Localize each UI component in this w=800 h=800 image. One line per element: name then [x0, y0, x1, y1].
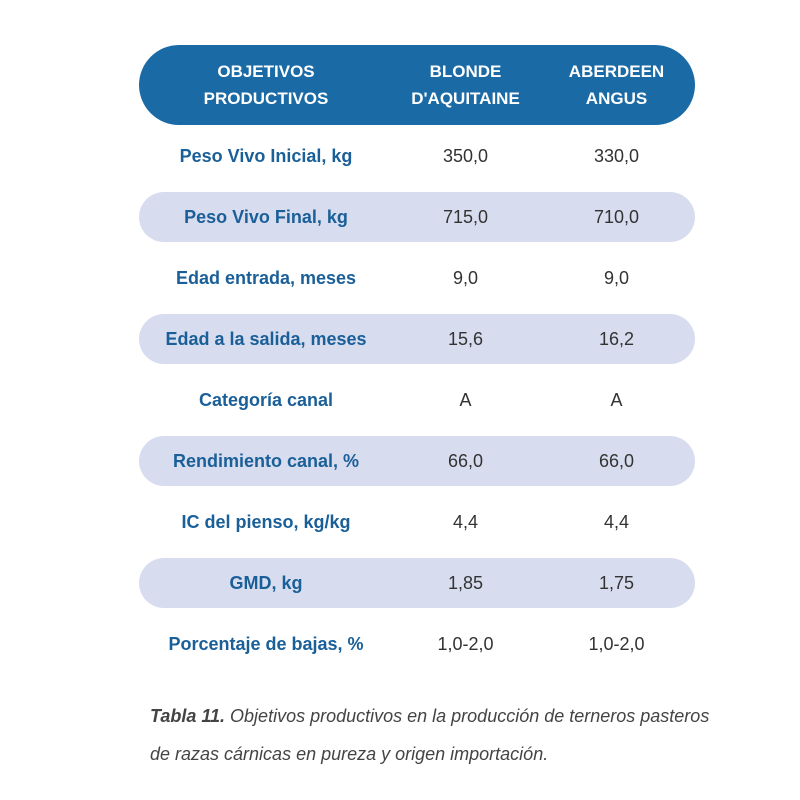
table-row: Edad entrada, meses 9,0 9,0	[139, 253, 695, 303]
row-label: Edad a la salida, meses	[165, 328, 367, 349]
row-value-blonde: 350,0	[442, 145, 489, 166]
row-value-blonde: 715,0	[442, 206, 489, 227]
row-value-blonde: 1,85	[447, 572, 484, 593]
row-value-blonde: 9,0	[452, 267, 479, 288]
table-row: Porcentaje de bajas, % 1,0-2,0 1,0-2,0	[139, 619, 695, 669]
row-value-angus: 710,0	[593, 206, 640, 227]
caption-label: Tabla 11.	[150, 706, 226, 726]
row-label: IC del pienso, kg/kg	[181, 511, 351, 532]
table-row: Peso Vivo Inicial, kg 350,0 330,0	[139, 131, 695, 181]
header-blonde-line2: D'AQUITAINE	[411, 89, 520, 108]
row-label: Peso Vivo Final, kg	[184, 206, 348, 227]
table-header: OBJETIVOS PRODUCTIVOS BLONDE D'AQUITAINE…	[139, 45, 695, 125]
row-label: Edad entrada, meses	[175, 267, 357, 288]
table-row: Peso Vivo Final, kg 715,0 710,0	[139, 192, 695, 242]
header-angus-line1: ABERDEEN	[568, 62, 665, 81]
row-value-angus: 66,0	[598, 450, 635, 471]
table-caption: Tabla 11. Objetivos productivos en la pr…	[150, 697, 710, 773]
row-label: Porcentaje de bajas, %	[168, 633, 364, 654]
row-value-blonde: 66,0	[447, 450, 484, 471]
header-blonde: BLONDE D'AQUITAINE	[393, 58, 538, 112]
row-value-angus: 1,75	[598, 572, 635, 593]
row-value-angus: A	[610, 389, 623, 410]
caption-text: Objetivos productivos en la producción d…	[150, 706, 710, 764]
header-blonde-line1: BLONDE	[429, 62, 502, 81]
row-value-angus: 9,0	[603, 267, 630, 288]
row-value-angus: 330,0	[593, 145, 640, 166]
row-value-blonde: A	[459, 389, 472, 410]
table-row: Rendimiento canal, % 66,0 66,0	[139, 436, 695, 486]
row-label: Categoría canal	[198, 389, 334, 410]
header-objetivos-line1: OBJETIVOS	[217, 62, 315, 81]
header-angus: ABERDEEN ANGUS	[538, 58, 695, 112]
header-angus-line2: ANGUS	[585, 89, 648, 108]
header-objetivos-line2: PRODUCTIVOS	[203, 89, 329, 108]
row-value-blonde: 4,4	[452, 511, 479, 532]
header-objetivos: OBJETIVOS PRODUCTIVOS	[139, 58, 393, 112]
table-row: GMD, kg 1,85 1,75	[139, 558, 695, 608]
row-value-angus: 1,0-2,0	[588, 633, 645, 654]
row-value-blonde: 1,0-2,0	[437, 633, 494, 654]
row-value-angus: 4,4	[603, 511, 630, 532]
row-label: Peso Vivo Inicial, kg	[179, 145, 353, 166]
table-row: Categoría canal A A	[139, 375, 695, 425]
row-value-blonde: 15,6	[447, 328, 484, 349]
production-table: OBJETIVOS PRODUCTIVOS BLONDE D'AQUITAINE…	[139, 45, 695, 669]
row-label: GMD, kg	[229, 572, 303, 593]
table-row: IC del pienso, kg/kg 4,4 4,4	[139, 497, 695, 547]
table-row: Edad a la salida, meses 15,6 16,2	[139, 314, 695, 364]
row-label: Rendimiento canal, %	[172, 450, 360, 471]
row-value-angus: 16,2	[598, 328, 635, 349]
